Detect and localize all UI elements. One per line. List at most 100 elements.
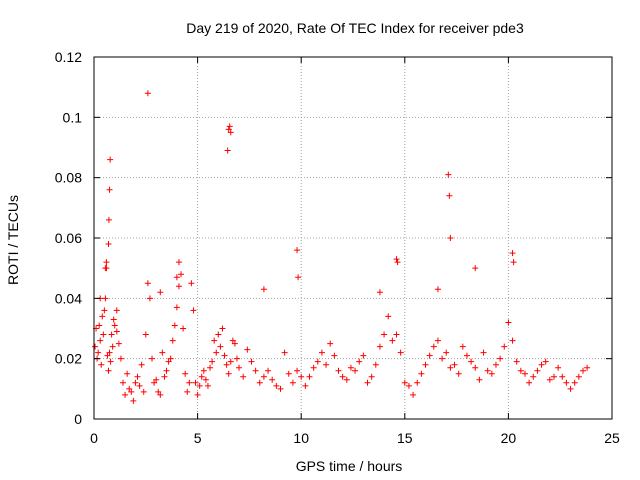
data-point bbox=[111, 322, 118, 329]
data-point bbox=[115, 340, 122, 347]
data-point bbox=[472, 265, 479, 272]
data-point bbox=[146, 295, 153, 302]
data-point bbox=[534, 367, 541, 374]
y-tick-label: 0.06 bbox=[55, 230, 82, 246]
x-tick-label: 0 bbox=[90, 430, 98, 446]
data-point bbox=[376, 289, 383, 296]
data-point bbox=[298, 373, 305, 380]
data-point bbox=[517, 367, 524, 374]
data-point bbox=[221, 352, 228, 359]
data-point bbox=[110, 316, 117, 323]
data-point bbox=[472, 364, 479, 371]
data-point bbox=[169, 337, 176, 344]
data-point bbox=[248, 358, 255, 365]
data-point bbox=[281, 349, 288, 356]
data-point bbox=[236, 364, 243, 371]
data-point bbox=[584, 364, 591, 371]
data-point bbox=[153, 376, 160, 383]
data-point bbox=[215, 331, 222, 338]
data-point bbox=[252, 367, 259, 374]
data-point bbox=[563, 379, 570, 386]
data-point bbox=[151, 379, 158, 386]
data-point bbox=[113, 307, 120, 314]
data-point bbox=[347, 364, 354, 371]
data-point bbox=[126, 385, 133, 392]
data-point bbox=[339, 373, 346, 380]
data-point bbox=[233, 355, 240, 362]
data-points bbox=[92, 90, 591, 404]
data-point bbox=[213, 349, 220, 356]
data-point bbox=[294, 247, 301, 254]
data-point bbox=[211, 337, 218, 344]
data-point bbox=[575, 373, 582, 380]
data-point bbox=[207, 364, 214, 371]
data-point bbox=[289, 379, 296, 386]
data-point bbox=[526, 379, 533, 386]
data-point bbox=[509, 337, 516, 344]
data-point bbox=[343, 376, 350, 383]
data-point bbox=[117, 355, 124, 362]
data-point bbox=[559, 373, 566, 380]
data-point bbox=[256, 379, 263, 386]
data-point bbox=[571, 379, 578, 386]
data-point bbox=[451, 361, 458, 368]
data-point bbox=[194, 391, 201, 398]
data-point bbox=[244, 346, 251, 353]
data-point bbox=[167, 355, 174, 362]
y-tick-label: 0.02 bbox=[55, 351, 82, 367]
data-point bbox=[240, 373, 247, 380]
data-point bbox=[579, 367, 586, 374]
data-point bbox=[510, 259, 517, 266]
data-point bbox=[171, 322, 178, 329]
data-point bbox=[140, 388, 147, 395]
data-point bbox=[310, 364, 317, 371]
data-point bbox=[294, 367, 301, 374]
data-point bbox=[509, 250, 516, 257]
data-point bbox=[184, 388, 191, 395]
data-point bbox=[410, 391, 417, 398]
data-point bbox=[196, 382, 203, 389]
data-point bbox=[144, 280, 151, 287]
data-point bbox=[142, 331, 149, 338]
y-tick-label: 0.12 bbox=[55, 49, 82, 65]
data-point bbox=[480, 349, 487, 356]
data-point bbox=[107, 358, 114, 365]
data-point bbox=[122, 391, 129, 398]
data-point bbox=[335, 367, 342, 374]
data-point bbox=[394, 259, 401, 266]
data-point bbox=[226, 123, 233, 130]
data-point bbox=[106, 186, 113, 193]
data-point bbox=[302, 382, 309, 389]
data-point bbox=[157, 391, 164, 398]
data-point bbox=[521, 370, 528, 377]
data-point bbox=[188, 280, 195, 287]
data-point bbox=[225, 370, 232, 377]
data-point bbox=[229, 337, 236, 344]
data-point bbox=[445, 171, 452, 178]
data-point bbox=[103, 259, 110, 266]
data-point bbox=[97, 337, 104, 344]
data-point bbox=[446, 192, 453, 199]
data-point bbox=[314, 358, 321, 365]
data-point bbox=[331, 352, 338, 359]
data-point bbox=[224, 147, 231, 154]
data-point bbox=[567, 385, 574, 392]
data-point bbox=[414, 379, 421, 386]
data-point bbox=[513, 358, 520, 365]
x-axis-label: GPS time / hours bbox=[296, 458, 403, 474]
data-point bbox=[144, 90, 151, 97]
data-point bbox=[422, 361, 429, 368]
data-point bbox=[155, 388, 162, 395]
data-point bbox=[368, 373, 375, 380]
data-point bbox=[227, 129, 234, 136]
data-point bbox=[393, 256, 400, 263]
data-point bbox=[364, 379, 371, 386]
data-point bbox=[134, 373, 141, 380]
data-point bbox=[102, 295, 109, 302]
data-point bbox=[501, 343, 508, 350]
x-tick-label: 20 bbox=[501, 430, 517, 446]
data-point bbox=[381, 331, 388, 338]
y-tick-label: 0 bbox=[74, 411, 82, 427]
data-point bbox=[376, 343, 383, 350]
data-point bbox=[198, 373, 205, 380]
